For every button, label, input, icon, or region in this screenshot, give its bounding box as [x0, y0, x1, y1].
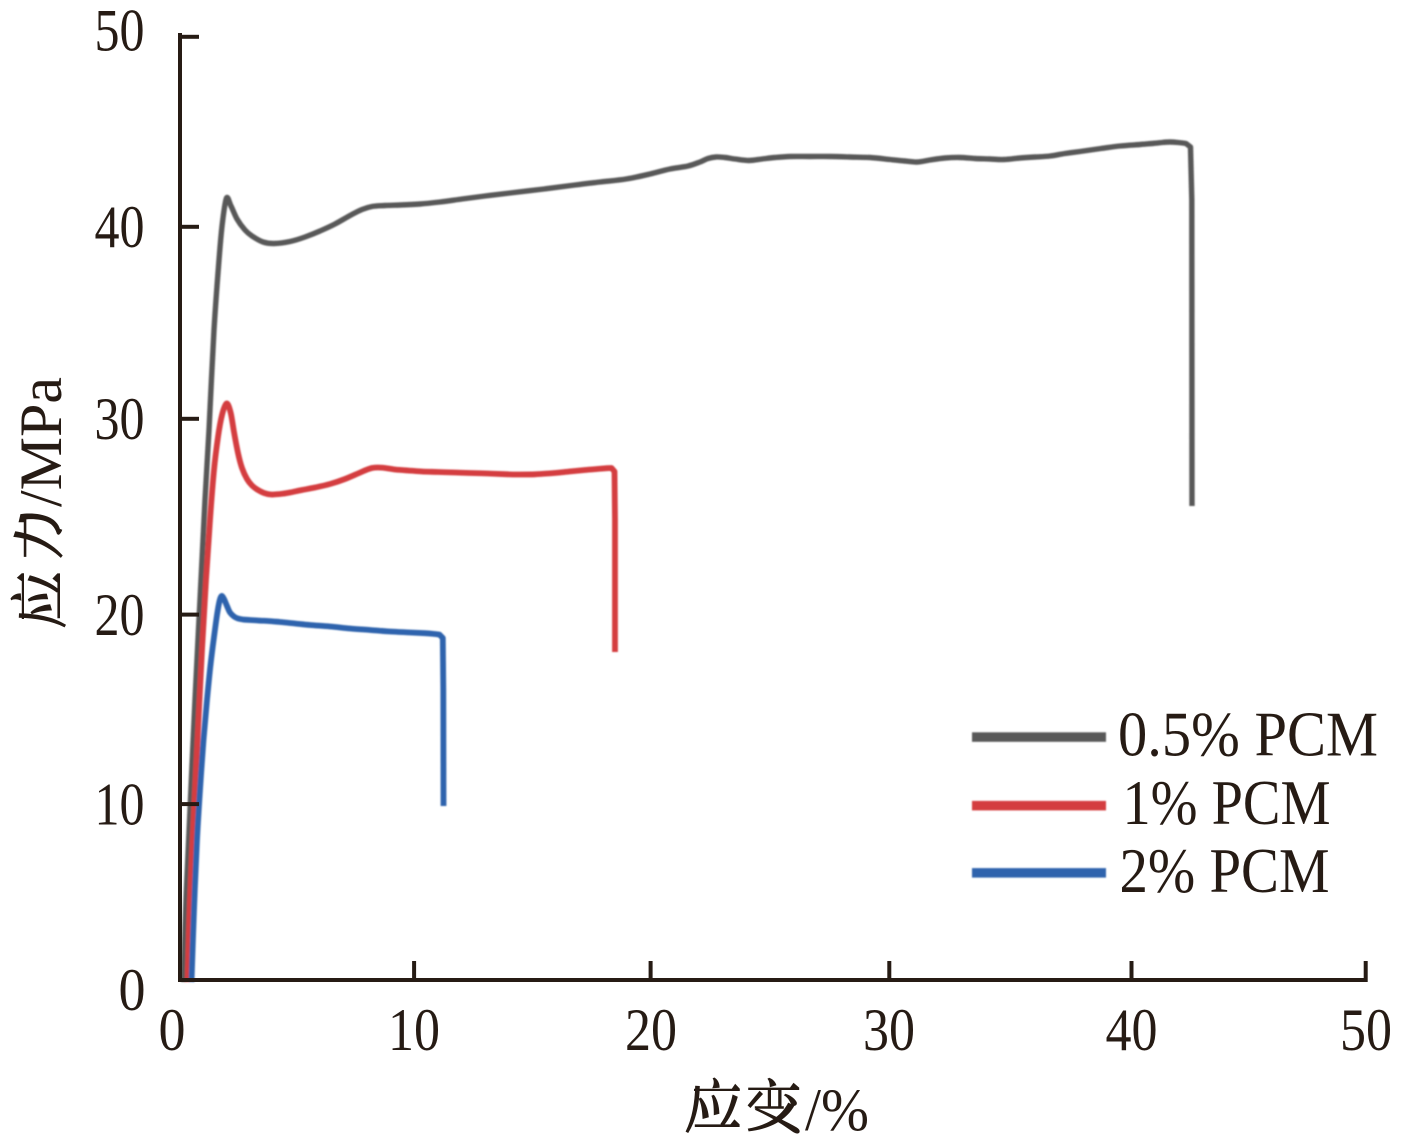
svg-text:/%: /% [805, 1077, 869, 1143]
svg-text:/MPa: /MPa [8, 377, 74, 507]
svg-text:0: 0 [159, 997, 186, 1063]
svg-text:10: 10 [388, 997, 440, 1063]
svg-text:50: 50 [1340, 997, 1392, 1063]
svg-text:40: 40 [1106, 997, 1158, 1063]
svg-text:20: 20 [95, 582, 145, 648]
svg-text:2% PCM: 2% PCM [1120, 836, 1330, 906]
svg-text:50: 50 [95, 0, 145, 64]
svg-text:0: 0 [119, 957, 146, 1023]
svg-text:0.5% PCM: 0.5% PCM [1118, 700, 1378, 770]
svg-text:30: 30 [863, 997, 915, 1063]
svg-text:40: 40 [95, 194, 145, 260]
svg-text:10: 10 [95, 772, 145, 838]
svg-text:20: 20 [625, 997, 677, 1063]
svg-text:1% PCM: 1% PCM [1123, 768, 1331, 838]
svg-text:30: 30 [95, 386, 145, 452]
